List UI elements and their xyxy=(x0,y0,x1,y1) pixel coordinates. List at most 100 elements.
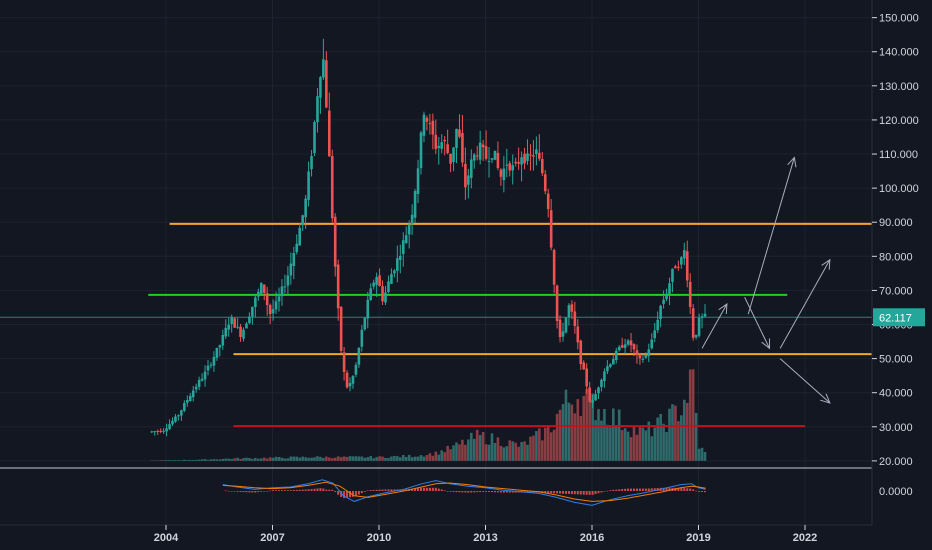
macd-histogram-bar xyxy=(292,490,295,491)
candle-body xyxy=(440,142,444,149)
candle-body xyxy=(342,352,346,372)
time-tick-label: 2022 xyxy=(793,532,817,544)
volume-bar xyxy=(508,440,512,461)
candle-body xyxy=(688,281,692,308)
candle-body xyxy=(484,146,488,159)
projection-arrows xyxy=(701,156,831,404)
macd-histogram-bar xyxy=(597,491,600,494)
candle-body xyxy=(680,257,683,265)
candle-body xyxy=(413,190,417,218)
volume-bar xyxy=(535,431,538,461)
macd-histogram-bar xyxy=(266,490,269,492)
macd-histogram-bar xyxy=(461,491,464,493)
time-axis[interactable]: 2004 2007 2010 2013 2016 2019 2022 xyxy=(154,525,817,544)
candle-body xyxy=(393,270,396,274)
volume-bar xyxy=(552,429,556,461)
volume-bar xyxy=(242,458,245,461)
macd-histogram-bar xyxy=(289,490,292,491)
candle-body xyxy=(218,345,222,348)
macd-zero-tick: 0.0000 xyxy=(879,486,913,498)
volume-bar xyxy=(268,457,272,461)
macd-histogram-bar xyxy=(624,488,627,491)
candle-body xyxy=(206,365,210,371)
candle-body xyxy=(410,214,414,225)
macd-histogram-bar xyxy=(630,488,633,491)
macd-histogram-bar xyxy=(588,491,591,495)
macd-histogram-bar xyxy=(499,491,502,493)
volume-bar xyxy=(209,459,213,461)
candle-body xyxy=(437,145,441,149)
volume-bar xyxy=(703,451,707,461)
volume-bar xyxy=(381,456,384,461)
macd-histogram-bar xyxy=(278,490,281,491)
volume-bar xyxy=(523,441,526,461)
volume-bar xyxy=(393,455,396,461)
candle-body xyxy=(245,323,248,329)
macd-histogram-bar xyxy=(618,489,621,491)
volume-bar xyxy=(594,420,597,461)
candle-body xyxy=(472,154,476,161)
macd-histogram-bar xyxy=(594,491,597,495)
macd-histogram-bar xyxy=(553,491,556,494)
candle-body xyxy=(366,299,370,319)
candle-body xyxy=(671,268,674,283)
candle-body xyxy=(508,163,512,171)
volume-bar xyxy=(650,436,654,461)
volume-bar xyxy=(206,459,210,461)
candle-body xyxy=(647,349,651,357)
volume-bar xyxy=(274,456,278,461)
candle-body xyxy=(674,266,677,269)
volume-bar xyxy=(401,455,405,461)
candle-body xyxy=(333,216,337,267)
volume-bar xyxy=(330,458,334,461)
macd-histogram-bar xyxy=(647,488,650,491)
macd-histogram-bar xyxy=(496,491,499,493)
volume-bar xyxy=(499,445,503,461)
candle-body xyxy=(493,150,497,160)
volume-bar xyxy=(623,428,627,461)
volume-bar xyxy=(230,459,233,461)
macd-histogram-bar xyxy=(488,491,491,492)
macd-histogram-bar xyxy=(349,491,352,498)
candle-body xyxy=(683,250,686,259)
volume-bar xyxy=(629,437,633,461)
macd-histogram-bar xyxy=(473,491,476,493)
macd-histogram-bar xyxy=(591,491,594,495)
candle-body xyxy=(257,291,260,297)
volume-bar xyxy=(257,458,260,461)
candle-body xyxy=(230,316,233,324)
candle-body xyxy=(197,379,201,387)
macd-histogram-bar xyxy=(334,491,337,492)
candle-body xyxy=(404,235,408,243)
volume-bar xyxy=(289,456,293,461)
candle-body xyxy=(546,193,550,210)
candle-body xyxy=(339,306,343,351)
projection-arrow-line xyxy=(779,259,831,349)
volume-bar xyxy=(685,402,689,461)
candle-body xyxy=(594,394,597,401)
macd-histogram-bar xyxy=(633,488,636,491)
candle-body xyxy=(348,383,352,387)
candle-body xyxy=(322,59,325,78)
candle-body xyxy=(555,285,559,322)
macd-histogram-bar xyxy=(428,487,431,491)
candle-body xyxy=(443,139,446,142)
volume-bar xyxy=(387,458,390,461)
volume-bar xyxy=(292,456,296,461)
candle-body xyxy=(535,149,538,155)
macd-histogram-bar xyxy=(236,491,239,492)
macd-histogram-bar xyxy=(402,489,405,491)
macd-histogram-bar xyxy=(559,491,562,494)
volume-bar xyxy=(310,457,313,461)
projection-arrow-head xyxy=(787,156,797,168)
candle-body xyxy=(541,158,544,174)
macd-histogram-bar xyxy=(641,488,644,491)
volume-bar xyxy=(165,460,168,461)
volume-bar xyxy=(455,442,458,461)
volume-bar xyxy=(339,457,343,461)
macd-histogram-bar xyxy=(319,488,322,491)
macd-histogram-bar xyxy=(357,491,360,495)
volume-bar xyxy=(428,453,432,461)
candle-body xyxy=(514,161,517,164)
